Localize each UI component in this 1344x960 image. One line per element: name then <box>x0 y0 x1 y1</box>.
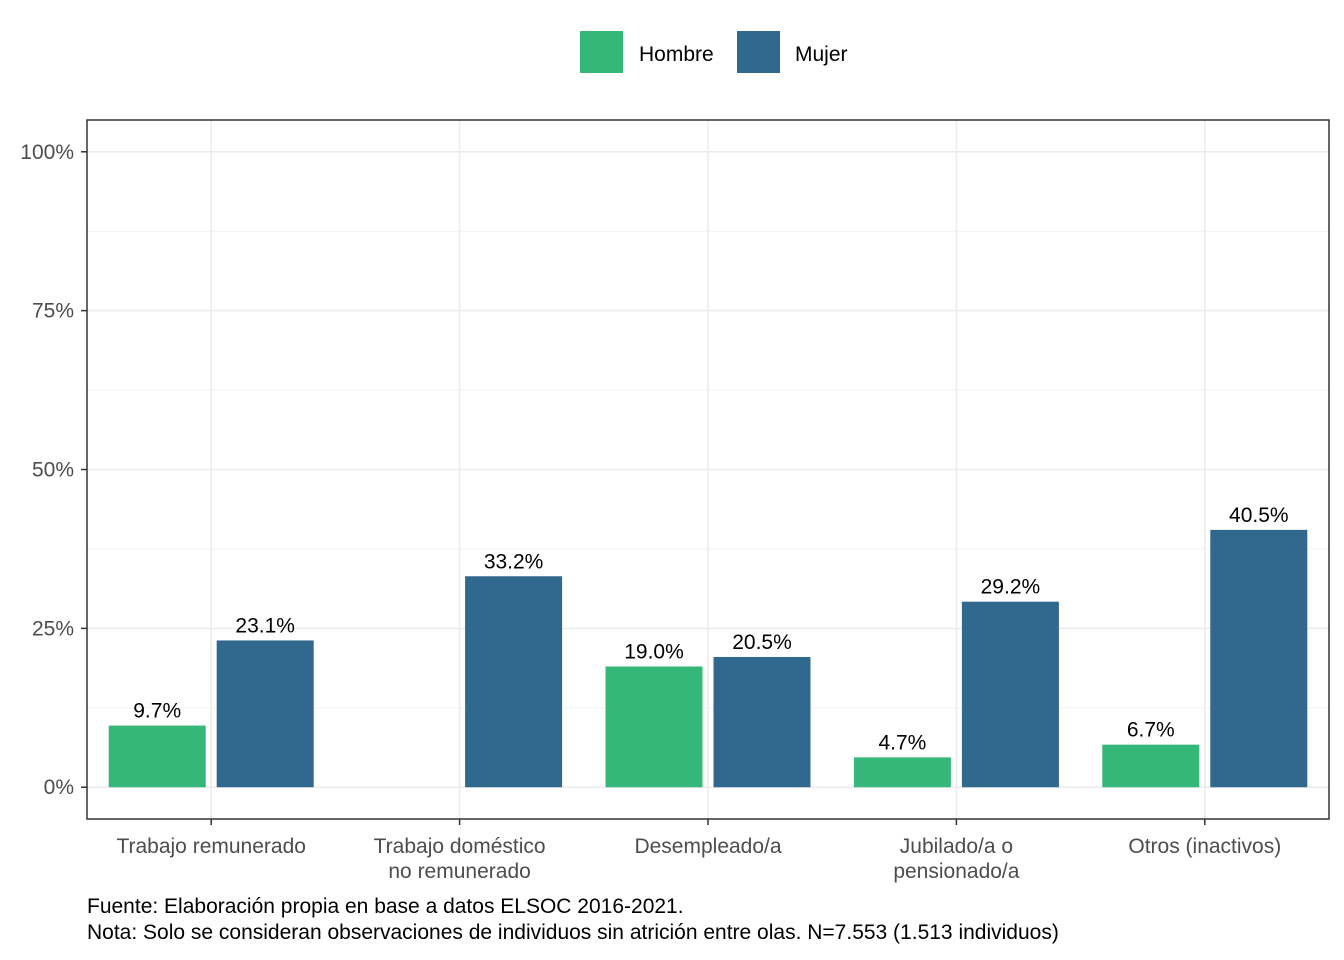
legend-label-hombre: Hombre <box>639 43 714 66</box>
y-tick-label: 75% <box>32 300 74 323</box>
bar-mujer <box>1210 529 1308 788</box>
bar-mujer <box>216 640 314 788</box>
x-category-label: Trabajo remunerado <box>116 835 306 858</box>
bar-mujer <box>713 656 811 788</box>
data-label-mujer: 33.2% <box>484 550 544 573</box>
x-category-label: Jubilado/a o pensionado/a <box>893 835 1019 883</box>
legend-swatch-mujer <box>737 31 780 73</box>
data-label-mujer: 40.5% <box>1229 504 1289 527</box>
x-category-label: Otros (inactivos) <box>1128 835 1281 858</box>
data-label-hombre: 19.0% <box>624 640 684 663</box>
data-label-mujer: 23.1% <box>235 614 295 637</box>
x-category-label-line: Jubilado/a o <box>900 835 1013 858</box>
x-category-label-line: Otros (inactivos) <box>1128 835 1281 858</box>
x-category-label-line: Trabajo remunerado <box>116 835 306 858</box>
y-tick-label: 25% <box>32 617 74 640</box>
bar-mujer <box>465 576 563 788</box>
bar-hombre <box>108 725 206 788</box>
data-label-mujer: 20.5% <box>732 631 792 654</box>
caption-note: Nota: Solo se consideran observaciones d… <box>87 921 1059 944</box>
y-tick-label: 0% <box>44 776 74 799</box>
y-axis: 0% 25% 50% 75% 100% <box>20 141 87 799</box>
data-label-hombre: 9.7% <box>133 700 181 723</box>
grid-lines <box>87 120 1329 819</box>
bar-mujer <box>961 601 1059 788</box>
caption-source: Fuente: Elaboración propia en base a dat… <box>87 895 684 918</box>
x-axis: Trabajo remunerado Trabajo doméstico no re… <box>116 819 1281 883</box>
legend-label-mujer: Mujer <box>795 43 848 66</box>
bar-hombre <box>605 666 703 788</box>
x-category-label: Desempleado/a <box>634 835 781 858</box>
x-category-label: Trabajo doméstico no remunerado <box>374 835 546 883</box>
data-label-mujer: 29.2% <box>981 576 1041 599</box>
bars <box>108 529 1308 788</box>
data-label-hombre: 4.7% <box>878 731 926 754</box>
x-category-label-line: no remunerado <box>388 860 530 883</box>
bar-chart: Hombre Mujer 9.7% 19.0% 4.7% 6.7% 23.1% 33.2% 2… <box>20 31 1330 883</box>
legend-swatch-hombre <box>580 31 623 73</box>
x-category-label-line: pensionado/a <box>893 860 1019 883</box>
data-label-hombre: 6.7% <box>1127 719 1175 742</box>
data-labels: 9.7% 19.0% 4.7% 6.7% 23.1% 33.2% 20.5% 29.2% 40.… <box>133 504 1288 754</box>
legend: Hombre Mujer <box>580 31 848 73</box>
y-tick-label: 50% <box>32 459 74 482</box>
y-tick-label: 100% <box>20 141 74 164</box>
x-category-label-line: Trabajo doméstico <box>374 835 546 858</box>
bar-hombre <box>1102 744 1200 788</box>
x-category-label-line: Desempleado/a <box>634 835 781 858</box>
bar-hombre <box>853 757 951 788</box>
